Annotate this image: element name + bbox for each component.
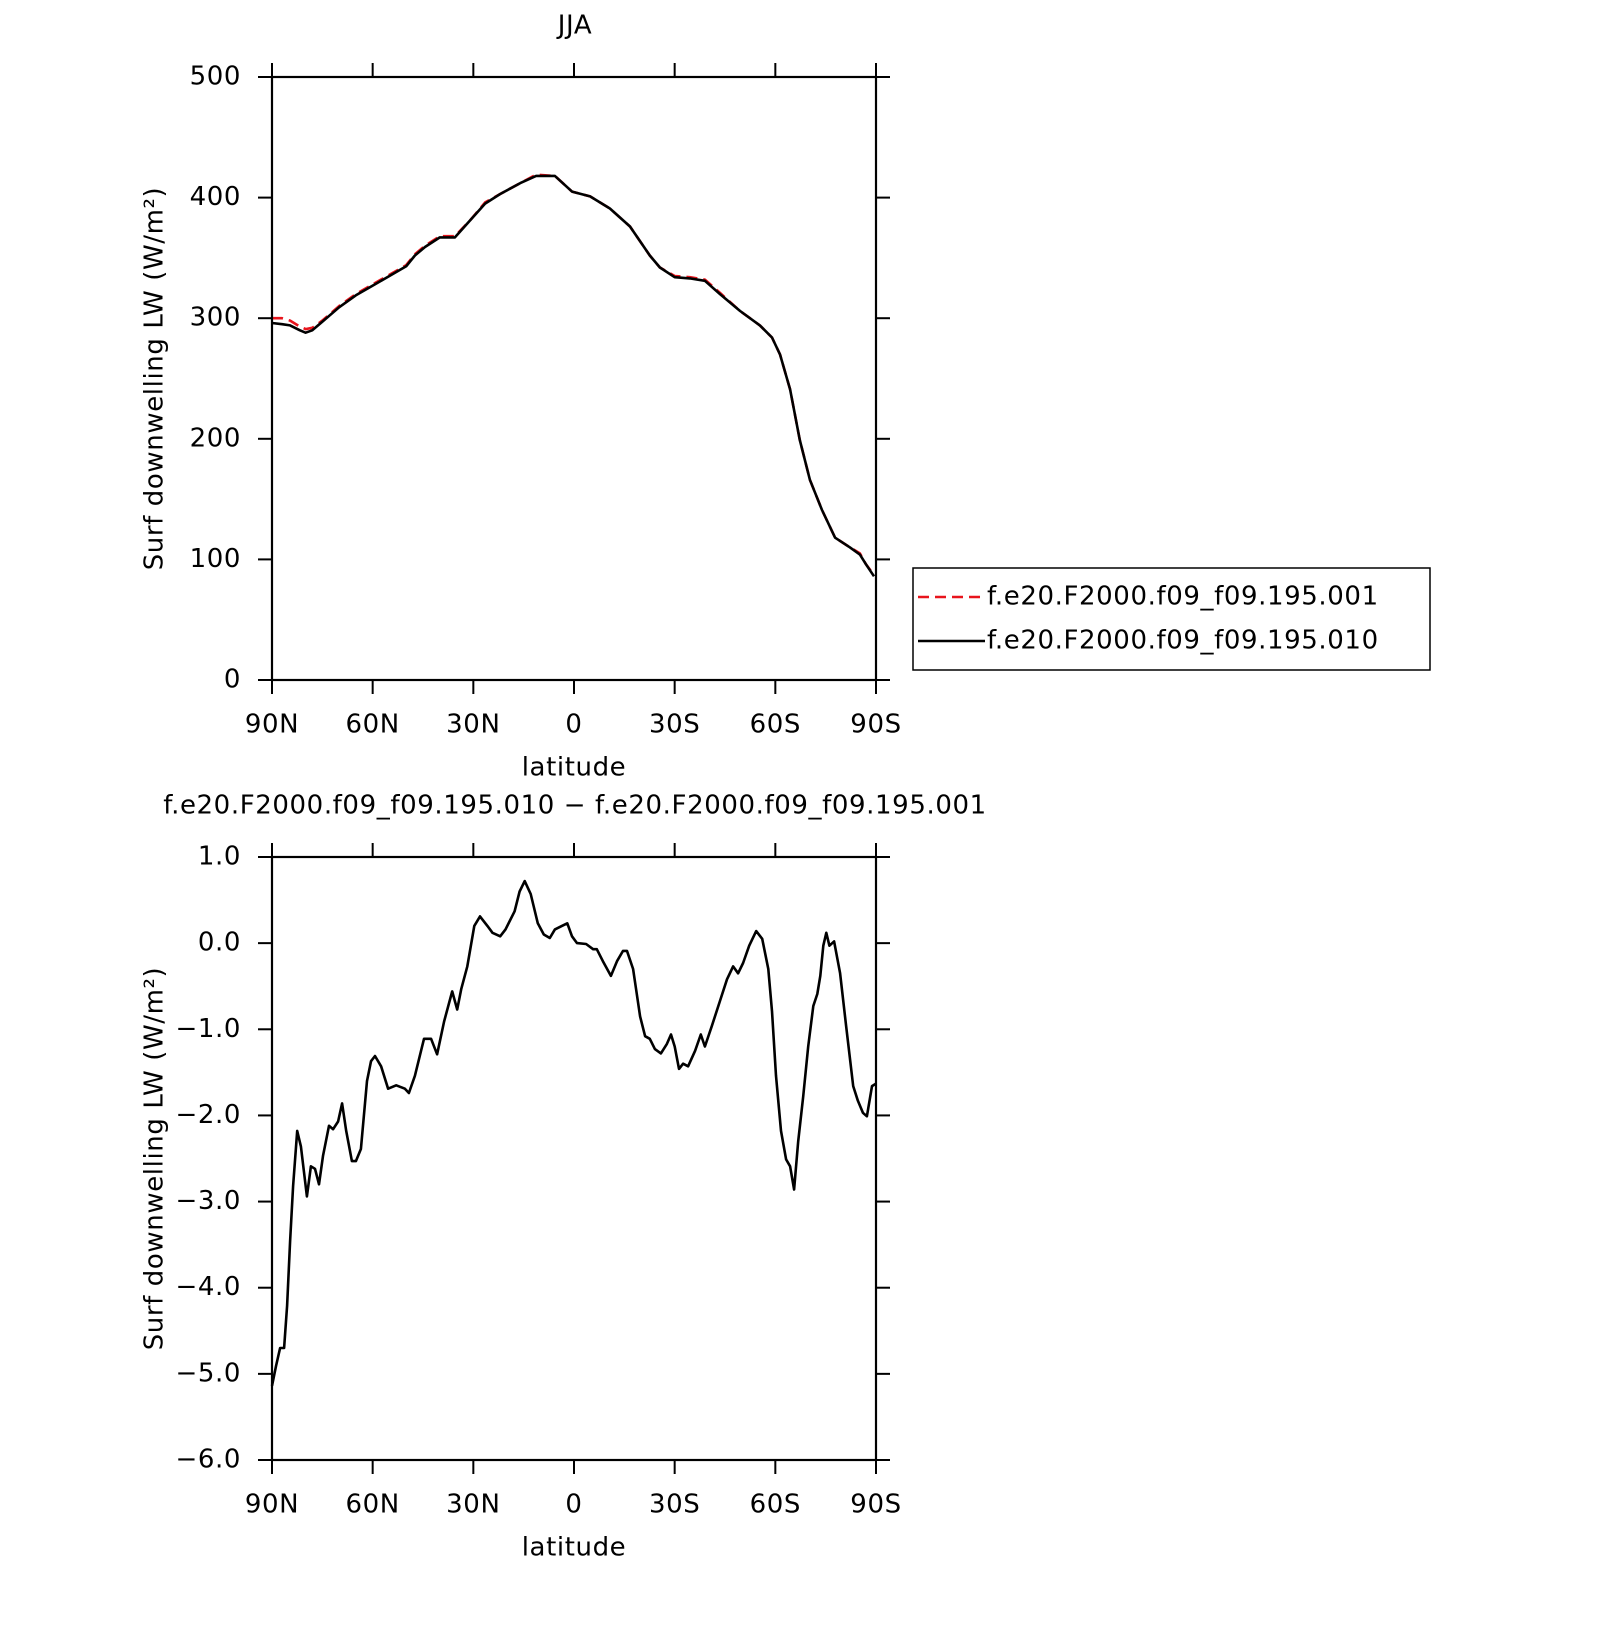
legend-label: f.e20.F2000.f09_f09.195.001 — [987, 582, 1379, 612]
x-tick-label: 90N — [245, 1490, 299, 1520]
plot-frame — [270, 75, 878, 682]
x-tick-label: 90S — [850, 1490, 901, 1520]
plot-frame — [270, 855, 878, 1462]
data-line — [271, 174, 876, 578]
x-tick-label: 60N — [345, 1490, 399, 1520]
x-tick-label: 0 — [565, 1490, 582, 1520]
x-tick-label: 60N — [345, 710, 399, 740]
y-tick-label: 0 — [224, 665, 241, 695]
y-tick-label: 0.0 — [198, 928, 241, 958]
x-tick-label: 90S — [850, 710, 901, 740]
legend-box — [912, 567, 1431, 671]
y-tick-label: 200 — [190, 423, 241, 453]
y-tick-label: 300 — [190, 303, 241, 333]
y-tick-label: 100 — [190, 544, 241, 574]
data-line — [272, 173, 876, 576]
chart-title: f.e20.F2000.f09_f09.195.010 − f.e20.F200… — [163, 791, 987, 821]
x-tick-label: 30N — [446, 710, 500, 740]
x-tick-label: 60S — [750, 1490, 801, 1520]
y-axis-label: Surf downwelling LW (W/m²) — [140, 187, 170, 571]
x-tick-label: 30N — [446, 1490, 500, 1520]
y-tick-label: −6.0 — [175, 1445, 241, 1475]
y-tick-label: 500 — [190, 62, 241, 92]
y-tick-label: −4.0 — [175, 1272, 241, 1302]
x-tick-label: 0 — [565, 710, 582, 740]
data-line — [270, 879, 877, 1387]
y-tick-label: −2.0 — [175, 1100, 241, 1130]
y-tick-label: 400 — [190, 182, 241, 212]
y-tick-label: −1.0 — [175, 1014, 241, 1044]
x-axis-label: latitude — [522, 753, 627, 783]
y-tick-label: 1.0 — [198, 842, 241, 872]
x-axis-label: latitude — [522, 1533, 627, 1563]
x-tick-label: 30S — [649, 1490, 700, 1520]
legend-label: f.e20.F2000.f09_f09.195.010 — [987, 626, 1379, 656]
x-tick-label: 60S — [750, 710, 801, 740]
chart-title: JJA — [556, 11, 592, 41]
y-axis-label: Surf downwelling LW (W/m²) — [140, 967, 170, 1351]
x-tick-label: 30S — [649, 710, 700, 740]
y-tick-label: −3.0 — [175, 1186, 241, 1216]
x-tick-label: 90N — [245, 710, 299, 740]
y-tick-label: −5.0 — [175, 1358, 241, 1388]
